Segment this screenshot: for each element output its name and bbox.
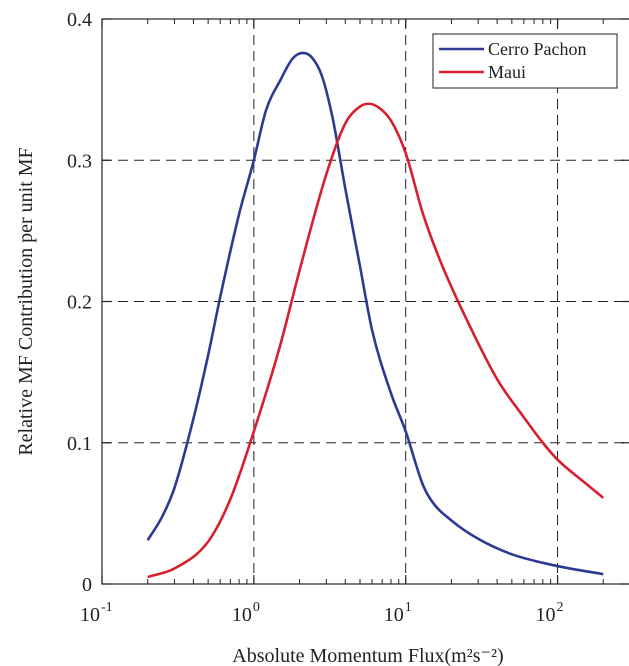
y-tick-label: 0 bbox=[82, 574, 92, 596]
series-lines bbox=[146, 51, 605, 579]
x-axis-label: Absolute Momentum Flux(m²s⁻²) bbox=[232, 645, 503, 666]
x-tick-label-exponent: 0 bbox=[253, 600, 260, 615]
x-tick-label-exponent: -1 bbox=[101, 600, 113, 615]
series-line-cerro-pachon bbox=[146, 51, 604, 576]
y-tick-label: 0.1 bbox=[67, 433, 92, 455]
legend: Cerro Pachon Maui bbox=[432, 33, 618, 89]
series-line-maui bbox=[147, 102, 605, 579]
x-tick-label-exponent: 1 bbox=[405, 600, 412, 615]
x-tick-label: 10 bbox=[232, 604, 252, 626]
y-tick-label: 0.2 bbox=[67, 292, 92, 314]
axis-ticks bbox=[101, 18, 629, 585]
y-tick-label: 0.3 bbox=[67, 150, 92, 172]
y-axis-label: Relative MF Contribution per unit MF bbox=[15, 147, 37, 455]
legend-box bbox=[432, 33, 618, 89]
x-tick-label: 10 bbox=[536, 604, 556, 626]
x-tick-label: 10 bbox=[384, 604, 404, 626]
x-tick-label: 10 bbox=[80, 604, 100, 626]
x-tick-label-exponent: 2 bbox=[557, 600, 564, 615]
legend-label-maui: Maui bbox=[488, 62, 526, 82]
y-tick-label: 0.4 bbox=[67, 9, 92, 31]
tick-labels: 10 -1 10 0 10 1 10 200.10.20.30.4 bbox=[67, 9, 564, 626]
legend-label-cerro-pachon: Cerro Pachon bbox=[488, 39, 586, 59]
